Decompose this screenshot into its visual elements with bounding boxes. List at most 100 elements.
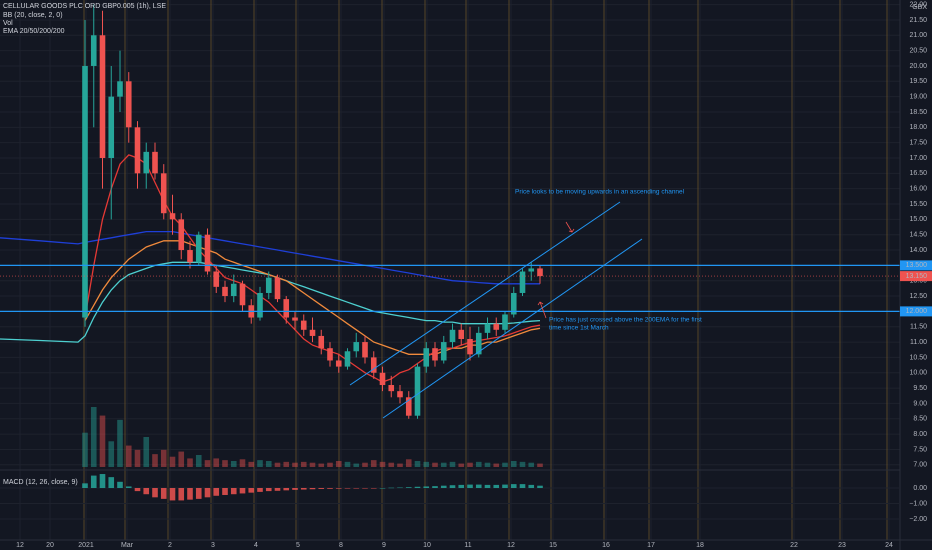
- volume-bar: [283, 461, 290, 467]
- volume-bar: [414, 461, 421, 467]
- arrow: [565, 221, 575, 233]
- x-tick-label: 11: [464, 542, 471, 549]
- candle-body: [178, 219, 185, 251]
- y-tick-label: 10.50: [909, 354, 927, 361]
- macd-bar: [519, 484, 526, 489]
- volume-bar: [388, 462, 395, 467]
- y-tick-label: 17.50: [909, 140, 927, 147]
- legend-title: CELLULAR GOODS PLC ORD GBP0.005 (1h), LS…: [3, 3, 166, 10]
- candle-body: [405, 397, 412, 416]
- y-tick-label: 20.00: [909, 63, 927, 70]
- volume-bar: [230, 461, 237, 467]
- candle-body: [370, 357, 377, 373]
- candle-body: [265, 277, 272, 293]
- volume-bar: [309, 462, 316, 467]
- candle-body: [388, 385, 395, 392]
- channel-lower: [382, 238, 643, 419]
- volume-bar: [195, 455, 202, 467]
- session-lines: [83, 0, 888, 540]
- annotation: Price has just crossed above the 200EMA …: [549, 317, 702, 324]
- macd-bar: [222, 488, 228, 495]
- candle-body: [169, 213, 176, 220]
- x-tick-label: 15: [549, 542, 557, 549]
- candle-body: [440, 342, 447, 361]
- volume-bar: [274, 462, 281, 467]
- candle-body: [318, 335, 325, 349]
- y-tick-label: 15.00: [909, 216, 927, 223]
- macd-bar: [475, 484, 482, 489]
- candle-body: [493, 323, 500, 330]
- candle-body: [134, 127, 141, 174]
- candle-body: [274, 277, 281, 300]
- candle-body: [528, 268, 535, 272]
- y-tick-label: 8.00: [913, 431, 927, 438]
- y-tick-label: 12.50: [909, 293, 927, 300]
- x-tick-label: 5: [296, 542, 300, 549]
- volume-bar: [449, 461, 456, 467]
- macd-bar: [327, 488, 333, 489]
- volume-bar: [117, 419, 123, 467]
- x-tick-label: 3: [211, 542, 215, 549]
- candle-body: [117, 81, 123, 97]
- volume-bar: [467, 462, 473, 467]
- macd-bar: [152, 488, 158, 498]
- annotation: time since 1st March: [549, 325, 609, 332]
- volume-bar: [257, 460, 263, 467]
- macd-bar: [440, 485, 447, 489]
- candle-body: [300, 320, 307, 330]
- y-tick-label: 14.00: [909, 247, 927, 254]
- volume-bar: [213, 458, 220, 467]
- macd-bar: [449, 485, 456, 489]
- macd-bar: [204, 488, 211, 498]
- macd-bar: [90, 475, 97, 489]
- volume-bar: [502, 462, 508, 467]
- macd-bar: [300, 488, 307, 490]
- ema-line: [0, 230, 540, 285]
- macd-bar: [467, 484, 473, 489]
- channel-upper: [349, 201, 621, 386]
- macd-bar: [134, 488, 141, 492]
- macd-bar: [82, 483, 88, 489]
- volume-bar: [335, 461, 342, 467]
- volume-bar: [239, 459, 246, 467]
- macd-bar: [484, 484, 491, 489]
- y-tick-label: 22.00: [909, 1, 927, 8]
- candle-body: [204, 234, 211, 272]
- volume-bar: [222, 460, 228, 467]
- macd-bar: [405, 487, 412, 489]
- macd-bar: [397, 487, 403, 489]
- volume-bar: [248, 461, 255, 467]
- macd-bar: [414, 486, 421, 489]
- y-tick-label: −1.00: [909, 500, 927, 507]
- x-tick-label: 10: [423, 542, 431, 549]
- volume-bar: [108, 441, 115, 467]
- x-tick-label: 18: [696, 542, 704, 549]
- candle-body: [484, 323, 491, 333]
- volume-bar: [204, 460, 211, 467]
- volume-bar: [265, 461, 272, 467]
- macd-bar: [143, 488, 150, 495]
- volume-bar: [178, 451, 185, 467]
- y-tick-label: 9.00: [913, 400, 927, 407]
- volume-bar: [379, 461, 386, 467]
- macd-bar: [125, 486, 132, 489]
- last-price-label: 13.150: [906, 273, 928, 280]
- horizontal-lines: [0, 264, 900, 312]
- y-tick-label: 16.50: [909, 170, 927, 177]
- macd-bar: [99, 474, 106, 489]
- volume-bar: [353, 463, 360, 467]
- y-tick-label: 9.50: [913, 385, 927, 392]
- price-label: 13.500: [906, 262, 928, 269]
- candle-body: [344, 351, 351, 367]
- candle-body: [537, 268, 543, 277]
- x-tick-label: 17: [647, 542, 655, 549]
- moving-averages: [0, 154, 541, 383]
- candle-body: [257, 292, 263, 318]
- candle-body: [108, 96, 115, 158]
- volume-bar: [362, 462, 368, 467]
- axes: 7.00 7.50 8.00 8.50 9.00 9.50 10.00 10.50 11.00 1…: [16, 1, 932, 549]
- candle-body: [213, 271, 220, 287]
- candle-body: [362, 342, 368, 358]
